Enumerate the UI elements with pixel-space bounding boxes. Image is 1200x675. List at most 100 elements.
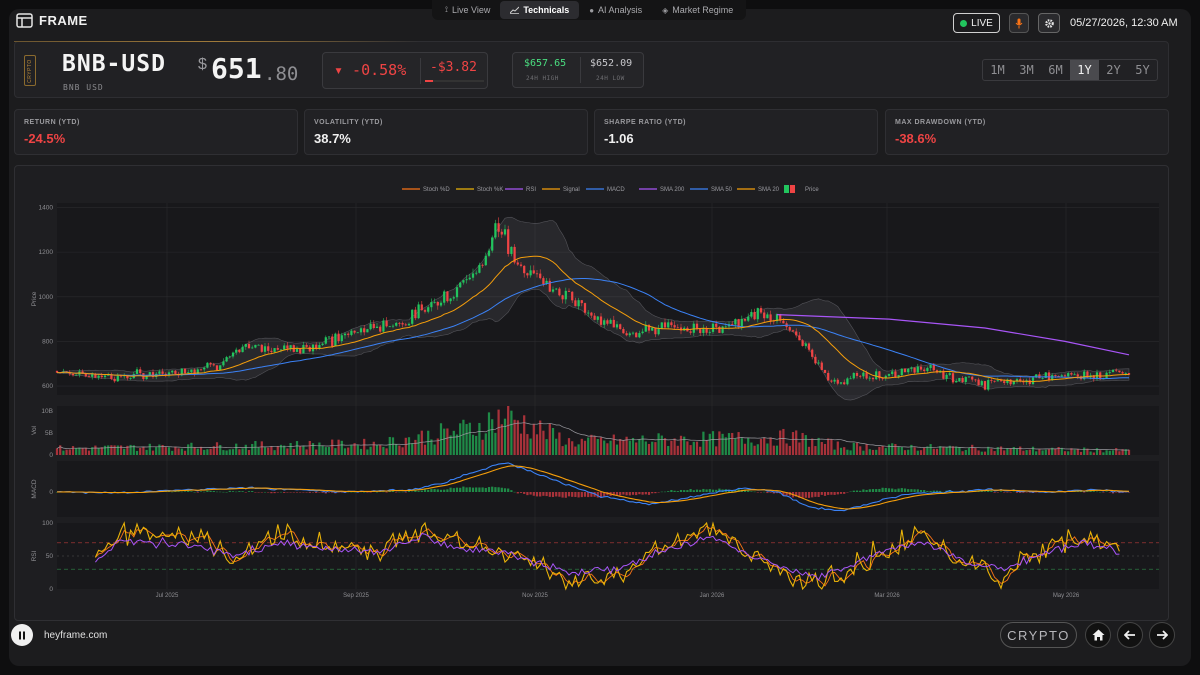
macd-histogram-bar: [670, 490, 673, 492]
macd-histogram-bar: [942, 491, 945, 493]
app-logo[interactable]: FRAME: [16, 13, 88, 28]
candle-body: [100, 375, 103, 378]
volume-bar: [110, 445, 113, 455]
volume-bar: [542, 430, 545, 455]
volume-bar: [199, 446, 203, 455]
volume-bar: [683, 436, 686, 455]
candle-body: [625, 333, 628, 336]
tab-market-regime[interactable]: ◈ Market Regime: [652, 1, 743, 19]
candle-body: [814, 356, 817, 364]
volume-bar: [817, 437, 820, 455]
candle-body: [343, 333, 347, 336]
voice-button[interactable]: [1009, 13, 1029, 33]
candle-body: [535, 273, 539, 275]
candle-body: [475, 272, 478, 274]
range-1y[interactable]: 1Y: [1070, 60, 1099, 80]
range-3m[interactable]: 3M: [1019, 63, 1034, 77]
macd-histogram-bar: [1012, 491, 1015, 493]
asset-class-badge[interactable]: CRYPTO: [1000, 622, 1077, 648]
frame-logo-icon: [16, 13, 33, 28]
technical-chart[interactable]: Jul 2025 Sep 2025 Nov 2025 Jan 2026 Mar 2026…: [14, 165, 1169, 621]
tab-technicals[interactable]: Technicals: [500, 1, 580, 19]
range-2y[interactable]: 2Y: [1106, 63, 1121, 77]
candle-body: [705, 328, 708, 333]
legend-label: Stoch %K: [477, 187, 503, 193]
macd-histogram-bar: [395, 492, 398, 493]
volume-bar: [289, 443, 292, 455]
macd-histogram-bar: [830, 492, 833, 495]
volume-bar: [1118, 451, 1121, 455]
macd-histogram-bar: [580, 492, 583, 498]
back-button[interactable]: [1117, 622, 1143, 648]
candle-body: [667, 322, 670, 328]
macd-histogram-bar: [772, 492, 775, 494]
range-5y[interactable]: 5Y: [1135, 63, 1150, 77]
candle-body: [273, 348, 276, 352]
volume-bar: [567, 438, 571, 455]
settings-button[interactable]: [1038, 13, 1060, 33]
legend-label: Stoch %D: [423, 187, 450, 193]
volume-bar: [779, 430, 782, 455]
range-6m[interactable]: 6M: [1048, 63, 1063, 77]
candle-body: [804, 343, 807, 346]
candle-body: [468, 277, 471, 280]
candle-body: [955, 380, 958, 383]
tab-ai-analysis[interactable]: ● AI Analysis: [579, 1, 652, 19]
volume-bar: [318, 442, 321, 455]
macd-histogram-bar: [756, 492, 759, 493]
volume-bar: [1003, 450, 1006, 455]
volume-bar: [107, 445, 110, 455]
layers-icon: ◈: [662, 5, 669, 15]
macd-histogram-bar: [868, 489, 871, 492]
home-button[interactable]: [1085, 622, 1111, 648]
volume-bar: [862, 450, 865, 455]
macd-histogram-bar: [391, 490, 395, 492]
macd-histogram-bar: [494, 487, 497, 492]
macd-histogram-bar: [347, 491, 350, 493]
macd-histogram-bar: [1079, 491, 1083, 492]
forward-button[interactable]: [1149, 622, 1175, 648]
volume-bar: [913, 447, 916, 455]
volume-bar: [516, 420, 519, 455]
candle-body: [695, 323, 699, 330]
macd-histogram-bar: [638, 492, 641, 495]
live-button[interactable]: LIVE: [953, 13, 1000, 33]
candle-body: [769, 314, 772, 321]
candle-body: [129, 378, 132, 380]
candle-body: [164, 373, 167, 375]
volume-bar: [916, 450, 919, 455]
candle-body: [711, 323, 715, 332]
legend-label: RSI: [526, 187, 536, 193]
stat-label: VOLATILITY (YTD): [314, 119, 383, 126]
volume-bar: [324, 447, 327, 455]
volume-bar: [801, 432, 804, 455]
volume-bar: [977, 450, 980, 455]
volume-bar: [775, 445, 779, 455]
volume-bar: [993, 451, 996, 455]
site-link[interactable]: heyframe.com: [44, 630, 108, 641]
volume-bar: [251, 443, 254, 455]
stat-value: -1.06: [604, 131, 634, 146]
current-datetime: 05/27/2026, 12:30 AM: [1070, 17, 1178, 29]
macd-histogram-bar: [651, 492, 654, 494]
volume-bar: [350, 445, 353, 455]
volume-bar: [865, 444, 868, 455]
pause-button[interactable]: [11, 624, 33, 646]
volume-bar: [798, 442, 801, 455]
candle-body: [1121, 372, 1124, 374]
tab-live-view[interactable]: ⟟ Live View: [435, 1, 500, 19]
candle-body: [257, 344, 260, 346]
chart-plot-area: [57, 203, 1159, 395]
range-1m[interactable]: 1M: [990, 63, 1005, 77]
legend-swatch: [784, 185, 789, 193]
macd-histogram-bar: [411, 491, 414, 493]
volume-bar: [84, 447, 87, 455]
macd-histogram-bar: [775, 492, 779, 494]
candle-body: [977, 379, 980, 386]
candle-body: [731, 324, 734, 325]
macd-histogram-bar: [203, 491, 206, 493]
macd-histogram-bar: [299, 492, 302, 493]
volume-bar: [267, 447, 270, 455]
macd-histogram-bar: [875, 489, 878, 492]
macd-histogram-bar: [1015, 492, 1019, 493]
